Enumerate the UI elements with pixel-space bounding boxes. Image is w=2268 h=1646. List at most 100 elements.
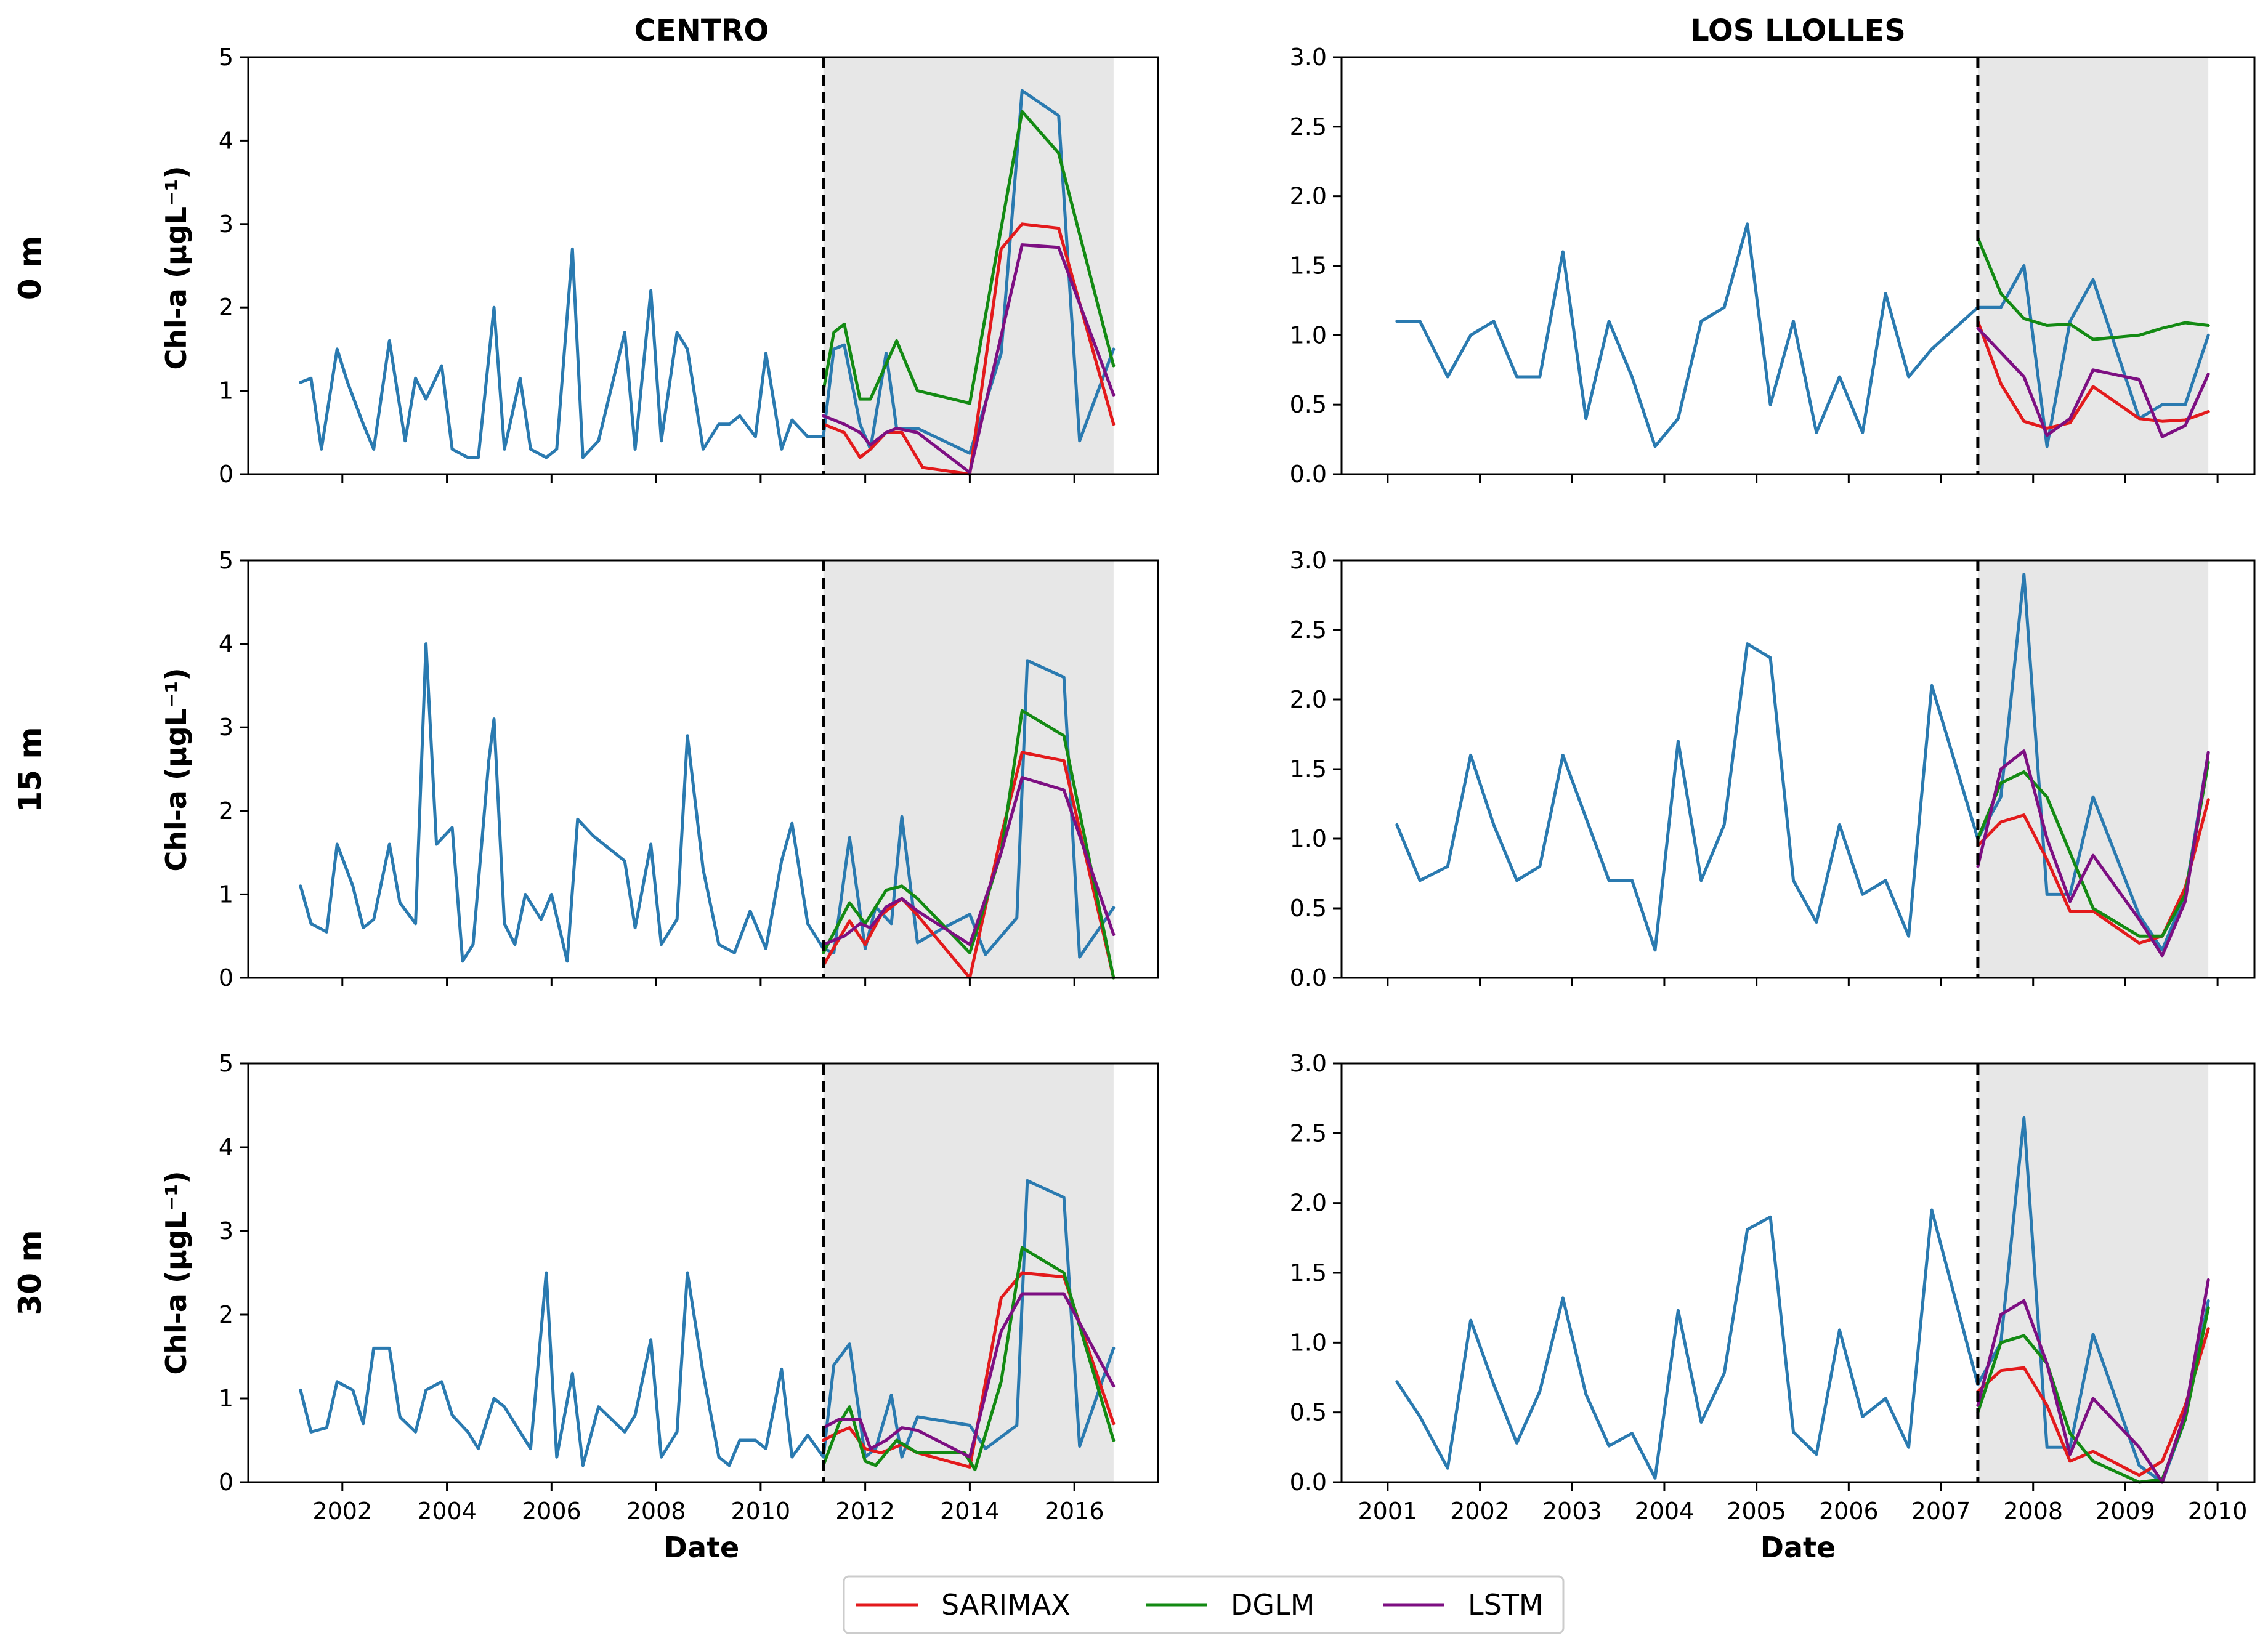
y-tick-label-los-llolles-0m: 3.0 (1290, 44, 1327, 71)
series-line-lstm-los-llolles-15m (1976, 749, 2210, 958)
legend-label-sarimax: SARIMAX (941, 1588, 1071, 1621)
column-title-centro: CENTRO (634, 14, 769, 48)
panel-los-llolles-0m: 0.0 0.5 1.0 1.5 2.0 2.5 3.0 (1290, 44, 2256, 488)
x-axis-label-centro: Date (664, 1531, 739, 1564)
x-tick-label-los-llolles-30m: 2008 (2003, 1498, 2063, 1525)
y-tick-label-centro-30m: 5 (219, 1050, 233, 1077)
y-tick-label-los-llolles-30m: 0.0 (1290, 1469, 1327, 1496)
y-tick-label-los-llolles-15m: 2.0 (1290, 686, 1327, 713)
series-line-dglm-los-llolles-0m (1976, 236, 2210, 341)
series-line-lstm-los-llolles-30m (1976, 1278, 2210, 1484)
x-tick-label-los-llolles-30m: 2002 (1450, 1498, 1510, 1525)
axes-frame-centro-0m (247, 56, 1159, 475)
x-tick-label-los-llolles-30m: 2004 (1635, 1498, 1695, 1525)
y-tick-label-centro-15m: 5 (219, 547, 233, 574)
y-tick-label-centro-30m: 0 (219, 1469, 233, 1496)
y-tick-label-los-llolles-30m: 2.5 (1290, 1120, 1327, 1147)
x-tick-label-centro-30m: 2012 (835, 1498, 895, 1525)
y-tick-label-los-llolles-15m: 3.0 (1290, 547, 1327, 574)
series-line-sarimax-los-llolles-30m (1976, 1327, 2210, 1477)
x-tick-label-centro-30m: 2008 (626, 1498, 686, 1525)
y-tick-label-los-llolles-30m: 0.5 (1290, 1399, 1327, 1426)
series-line-sarimax-los-llolles-15m (1976, 798, 2210, 945)
series-line-observed-centro-30m (299, 1179, 1116, 1467)
y-tick-label-los-llolles-0m: 2.0 (1290, 183, 1327, 210)
x-tick-label-los-llolles-30m: 2009 (2096, 1498, 2155, 1525)
series-line-sarimax-los-llolles-0m (1976, 320, 2210, 430)
x-tick-label-los-llolles-30m: 2007 (1911, 1498, 1971, 1525)
legend-label-lstm: LSTM (1468, 1588, 1544, 1621)
y-axis-label-15m: Chl-a (μgL⁻¹) (160, 668, 193, 872)
series-line-sarimax-centro-15m (822, 751, 1116, 980)
y-tick-label-centro-30m: 1 (219, 1385, 233, 1412)
y-tick-label-los-llolles-0m: 0.0 (1290, 461, 1327, 488)
y-tick-label-los-llolles-15m: 0.5 (1290, 895, 1327, 922)
y-tick-label-centro-0m: 2 (219, 294, 233, 321)
y-tick-label-centro-30m: 3 (219, 1217, 233, 1245)
y-tick-label-los-llolles-30m: 2.0 (1290, 1190, 1327, 1217)
x-tick-label-centro-30m: 2004 (417, 1498, 477, 1525)
series-line-lstm-centro-0m (822, 243, 1116, 474)
y-tick-label-centro-30m: 2 (219, 1301, 233, 1328)
y-tick-label-los-llolles-0m: 0.5 (1290, 391, 1327, 418)
x-tick-label-los-llolles-30m: 2003 (1542, 1498, 1602, 1525)
y-tick-label-centro-15m: 4 (219, 631, 233, 658)
series-line-observed-los-llolles-15m (1395, 573, 2210, 952)
y-tick-label-centro-30m: 4 (219, 1134, 233, 1161)
panel-los-llolles-15m: 0.0 0.5 1.0 1.5 2.0 2.5 3.0 (1290, 547, 2256, 991)
series-line-dglm-centro-15m (822, 709, 1116, 980)
y-axis-label-0m: Chl-a (μgL⁻¹) (160, 166, 193, 370)
y-tick-label-centro-15m: 3 (219, 714, 233, 741)
y-tick-label-centro-15m: 0 (219, 964, 233, 991)
series-line-dglm-los-llolles-15m (1976, 760, 2210, 938)
series-line-observed-los-llolles-0m (1395, 222, 2210, 448)
y-tick-label-los-llolles-0m: 1.5 (1290, 252, 1327, 280)
x-tick-label-los-llolles-30m: 2010 (2188, 1498, 2248, 1525)
forecast-region-los-llolles-30m (1977, 1063, 2209, 1482)
y-tick-label-los-llolles-0m: 2.5 (1290, 113, 1327, 140)
x-tick-label-centro-30m: 2016 (1045, 1498, 1104, 1525)
panel-centro-30m: 0 1 2 3 4 5 2002 2004 2006 2008 2010 2012 2014 2016 (219, 1050, 1159, 1525)
x-tick-label-centro-30m: 2002 (312, 1498, 372, 1525)
y-axis-label-30m: Chl-a (μgL⁻¹) (160, 1171, 193, 1375)
y-tick-label-centro-15m: 1 (219, 881, 233, 908)
y-tick-label-los-llolles-30m: 3.0 (1290, 1050, 1327, 1077)
chart-panels: 0 1 2 3 4 5 0.0 0.5 1.0 1.5 2.0 2.5 3.0 0 1 2 3 4 5 0.0 0.5 1… (219, 44, 2256, 1525)
panel-los-llolles-30m: 0.0 0.5 1.0 1.5 2.0 2.5 3.0 2001 2002 2003 2004 200… (1290, 1050, 2256, 1525)
x-tick-label-los-llolles-30m: 2006 (1819, 1498, 1879, 1525)
series-line-observed-los-llolles-30m (1395, 1116, 2210, 1484)
x-tick-label-centro-30m: 2006 (522, 1498, 581, 1525)
y-tick-label-centro-0m: 4 (219, 127, 233, 154)
row-label-30m: 30 m (12, 1230, 48, 1315)
series-line-lstm-centro-30m (822, 1292, 1116, 1459)
axes-frame-centro-15m (247, 559, 1159, 979)
x-tick-label-centro-30m: 2010 (731, 1498, 791, 1525)
series-line-dglm-centro-30m (822, 1246, 1116, 1472)
y-tick-label-centro-0m: 5 (219, 44, 233, 71)
legend-label-dglm: DGLM (1231, 1588, 1314, 1621)
row-label-15m: 15 m (12, 727, 48, 812)
series-line-sarimax-centro-0m (822, 222, 1116, 476)
x-tick-label-los-llolles-30m: 2001 (1358, 1498, 1417, 1525)
x-tick-label-los-llolles-30m: 2005 (1727, 1498, 1786, 1525)
x-tick-label-centro-30m: 2014 (940, 1498, 1000, 1525)
y-tick-label-los-llolles-15m: 1.5 (1290, 756, 1327, 783)
y-tick-label-los-llolles-30m: 1.5 (1290, 1259, 1327, 1286)
series-line-lstm-los-llolles-0m (1976, 326, 2210, 438)
y-tick-label-centro-0m: 0 (219, 461, 233, 488)
legend: SARIMAX DGLM LSTM (843, 1575, 1565, 1634)
series-line-lstm-centro-15m (822, 776, 1116, 946)
y-tick-label-centro-0m: 1 (219, 377, 233, 405)
x-axis-label-los-llolles: Date (1760, 1531, 1836, 1564)
series-line-dglm-centro-0m (822, 110, 1116, 405)
series-line-observed-centro-0m (299, 89, 1116, 459)
axes-frame-centro-30m (247, 1062, 1159, 1483)
panel-centro-0m: 0 1 2 3 4 5 (219, 44, 1159, 488)
column-title-los-llolles: LOS LLOLLES (1690, 14, 1906, 48)
y-tick-label-centro-15m: 2 (219, 797, 233, 825)
forecast-region-los-llolles-0m (1977, 57, 2209, 474)
row-label-0m: 0 m (12, 236, 48, 300)
y-tick-label-los-llolles-15m: 2.5 (1290, 616, 1327, 643)
y-tick-label-los-llolles-15m: 0.0 (1290, 964, 1327, 991)
